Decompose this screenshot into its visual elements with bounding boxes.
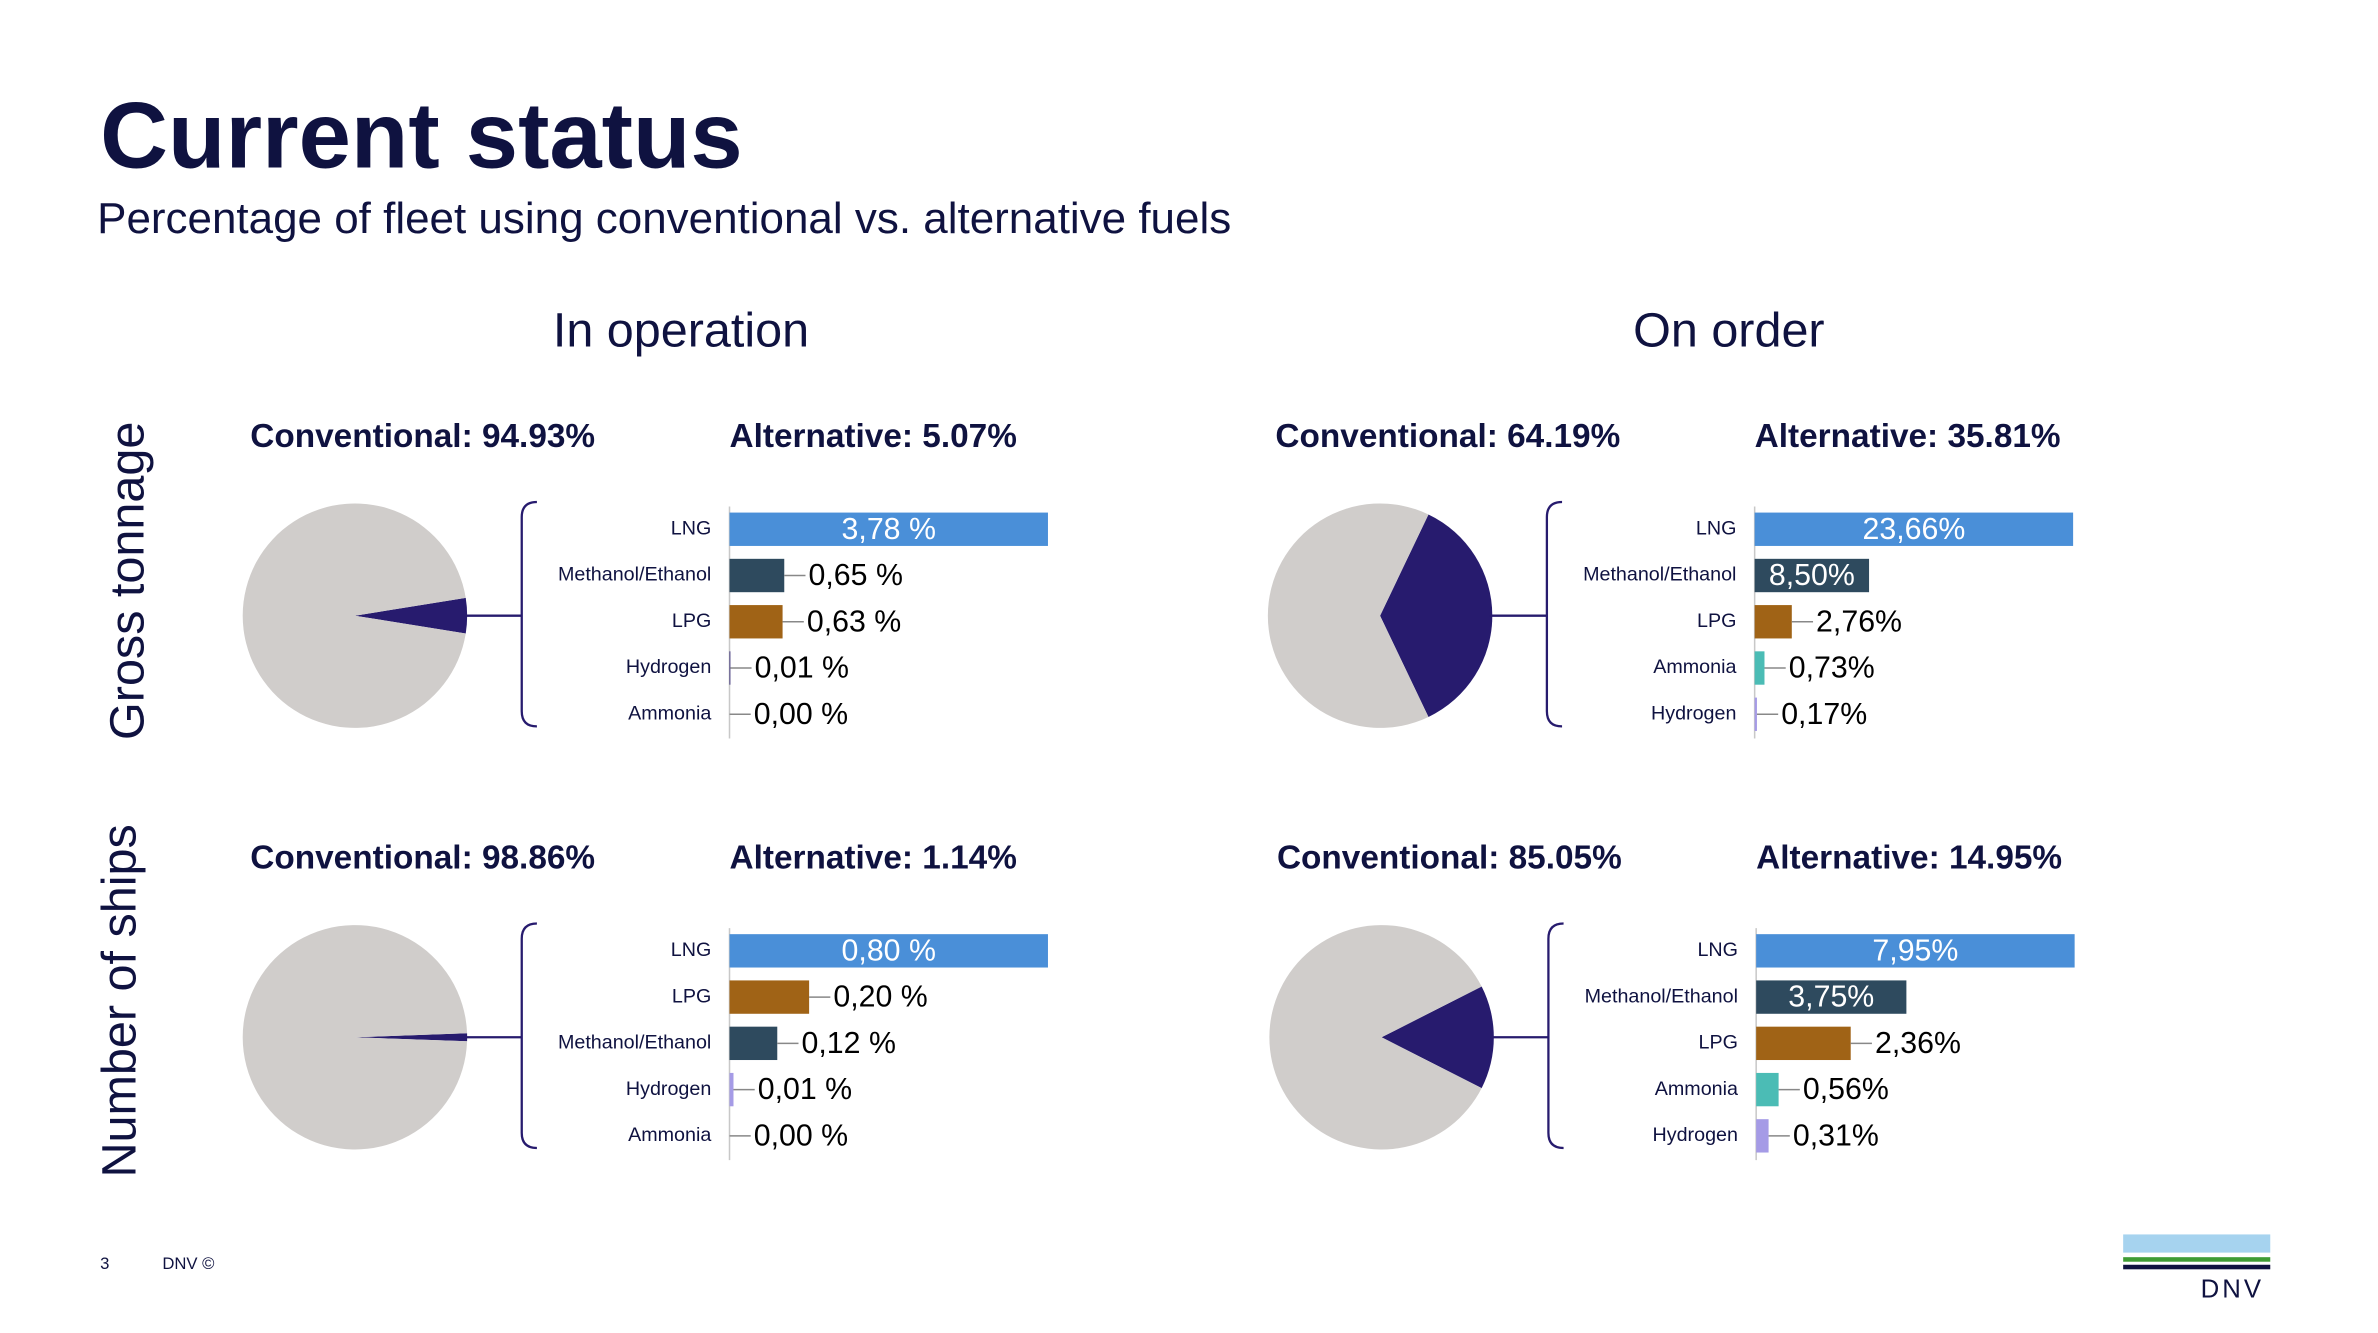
bar-value: 0,65 %	[809, 559, 903, 592]
share-label: Conventional: 98.86%	[250, 840, 595, 877]
bar	[1754, 651, 1765, 685]
bar-value: 0,56%	[1803, 1073, 1889, 1106]
bracket	[520, 500, 537, 728]
logo-stripe	[2123, 1234, 2271, 1253]
bar	[729, 605, 783, 639]
bar-value: 2,36%	[1875, 1027, 1961, 1060]
bar-value: 0,63 %	[807, 605, 901, 638]
bar-category: Hydrogen	[626, 656, 711, 678]
bar	[1756, 1119, 1769, 1153]
bar-value: 0,17%	[1781, 698, 1867, 731]
bar-value: 7,95%	[1872, 934, 1958, 967]
pie-slice	[1269, 925, 1482, 1150]
bracket	[1545, 500, 1563, 728]
bar	[1756, 1026, 1851, 1061]
row-header: Number of ships	[93, 824, 147, 1177]
bar-category: Methanol/Ethanol	[1583, 564, 1736, 586]
pie-slice	[242, 503, 466, 728]
bar-category: Methanol/Ethanol	[558, 1032, 711, 1054]
bar-category: LNG	[1697, 939, 1738, 961]
pie-slice	[354, 1033, 468, 1042]
share-label: Conventional: 64.19%	[1275, 418, 1620, 455]
column-header: In operation	[553, 303, 809, 357]
copyright: DNV ©	[162, 1254, 215, 1273]
bar-value: 2,76%	[1816, 605, 1902, 638]
bar	[1756, 934, 2075, 968]
bar	[1754, 558, 1870, 593]
row-header: Gross tonnage	[100, 422, 154, 740]
title: Current status	[100, 82, 743, 187]
bar	[1754, 512, 2074, 546]
pie-slice	[354, 597, 468, 634]
bar	[729, 1026, 778, 1061]
share-label: Alternative: 35.81%	[1755, 418, 2061, 455]
share-label: Alternative: 5.07%	[730, 418, 1017, 455]
bar-value: 3,78 %	[842, 513, 936, 546]
bar-category: Ammonia	[1653, 656, 1736, 678]
bar-category: Ammonia	[1655, 1078, 1738, 1100]
bar-value: 0,31%	[1793, 1119, 1879, 1152]
bar	[729, 980, 810, 1014]
share-label: Alternative: 14.95%	[1756, 840, 2062, 877]
bar-value: 0,73%	[1789, 652, 1875, 685]
bar-category: LPG	[1699, 1032, 1738, 1054]
bar-category: Hydrogen	[626, 1078, 711, 1100]
bar-category: Ammonia	[628, 1124, 711, 1146]
share-label: Alternative: 1.14%	[730, 840, 1017, 877]
bar-value: 8,50%	[1769, 559, 1855, 592]
subtitle: Percentage of fleet using conventional v…	[97, 194, 1231, 243]
page-number: 3	[100, 1254, 109, 1273]
bar-value: 3,75%	[1788, 981, 1874, 1014]
share-label: Conventional: 94.93%	[250, 418, 595, 455]
bar-category: LPG	[672, 985, 711, 1007]
bar	[729, 512, 1048, 546]
bar-value: 0,20 %	[833, 981, 927, 1014]
logo: DNV	[2201, 1275, 2264, 1303]
logo-stripe	[2123, 1264, 2271, 1270]
pie-slice	[1381, 986, 1494, 1089]
bar	[729, 651, 731, 685]
bar-value: 0,12 %	[802, 1027, 896, 1060]
bar-category: Methanol/Ethanol	[558, 564, 711, 586]
bar-value: 0,80 %	[842, 934, 936, 967]
bar	[729, 1072, 734, 1107]
bar	[729, 558, 785, 593]
bar	[1756, 980, 1907, 1014]
bar	[1756, 1072, 1779, 1107]
pie-slice	[1267, 503, 1429, 728]
bar-category: Methanol/Ethanol	[1585, 985, 1738, 1007]
bar	[1754, 605, 1792, 639]
bar-category: Ammonia	[628, 702, 711, 724]
share-label: Conventional: 85.05%	[1277, 840, 1622, 877]
bar-category: LNG	[1696, 517, 1737, 539]
column-header: On order	[1633, 303, 1824, 357]
bar-category: LPG	[672, 610, 711, 632]
bar-category: LPG	[1697, 610, 1736, 632]
bar-category: LNG	[671, 517, 712, 539]
bar	[729, 934, 1048, 968]
bar	[1754, 697, 1757, 731]
bar-value: 0,01 %	[755, 652, 849, 685]
logo-stripe	[2123, 1257, 2271, 1262]
pie-slice	[242, 925, 468, 1150]
bar-category: LNG	[671, 939, 712, 961]
bracket	[520, 922, 537, 1150]
bracket	[1547, 922, 1564, 1150]
bar-category: Hydrogen	[1653, 1124, 1738, 1146]
bar-category: Hydrogen	[1651, 702, 1736, 724]
bar-value: 0,00 %	[754, 698, 848, 731]
pie-slice	[1380, 514, 1493, 717]
bar-value: 0,00 %	[754, 1119, 848, 1152]
bar-value: 0,01 %	[758, 1073, 852, 1106]
bar-value: 23,66%	[1862, 513, 1965, 546]
